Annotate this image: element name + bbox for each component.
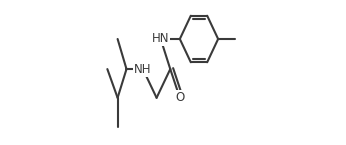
Text: O: O xyxy=(175,91,184,104)
Text: NH: NH xyxy=(134,63,152,76)
Text: HN: HN xyxy=(152,32,170,46)
